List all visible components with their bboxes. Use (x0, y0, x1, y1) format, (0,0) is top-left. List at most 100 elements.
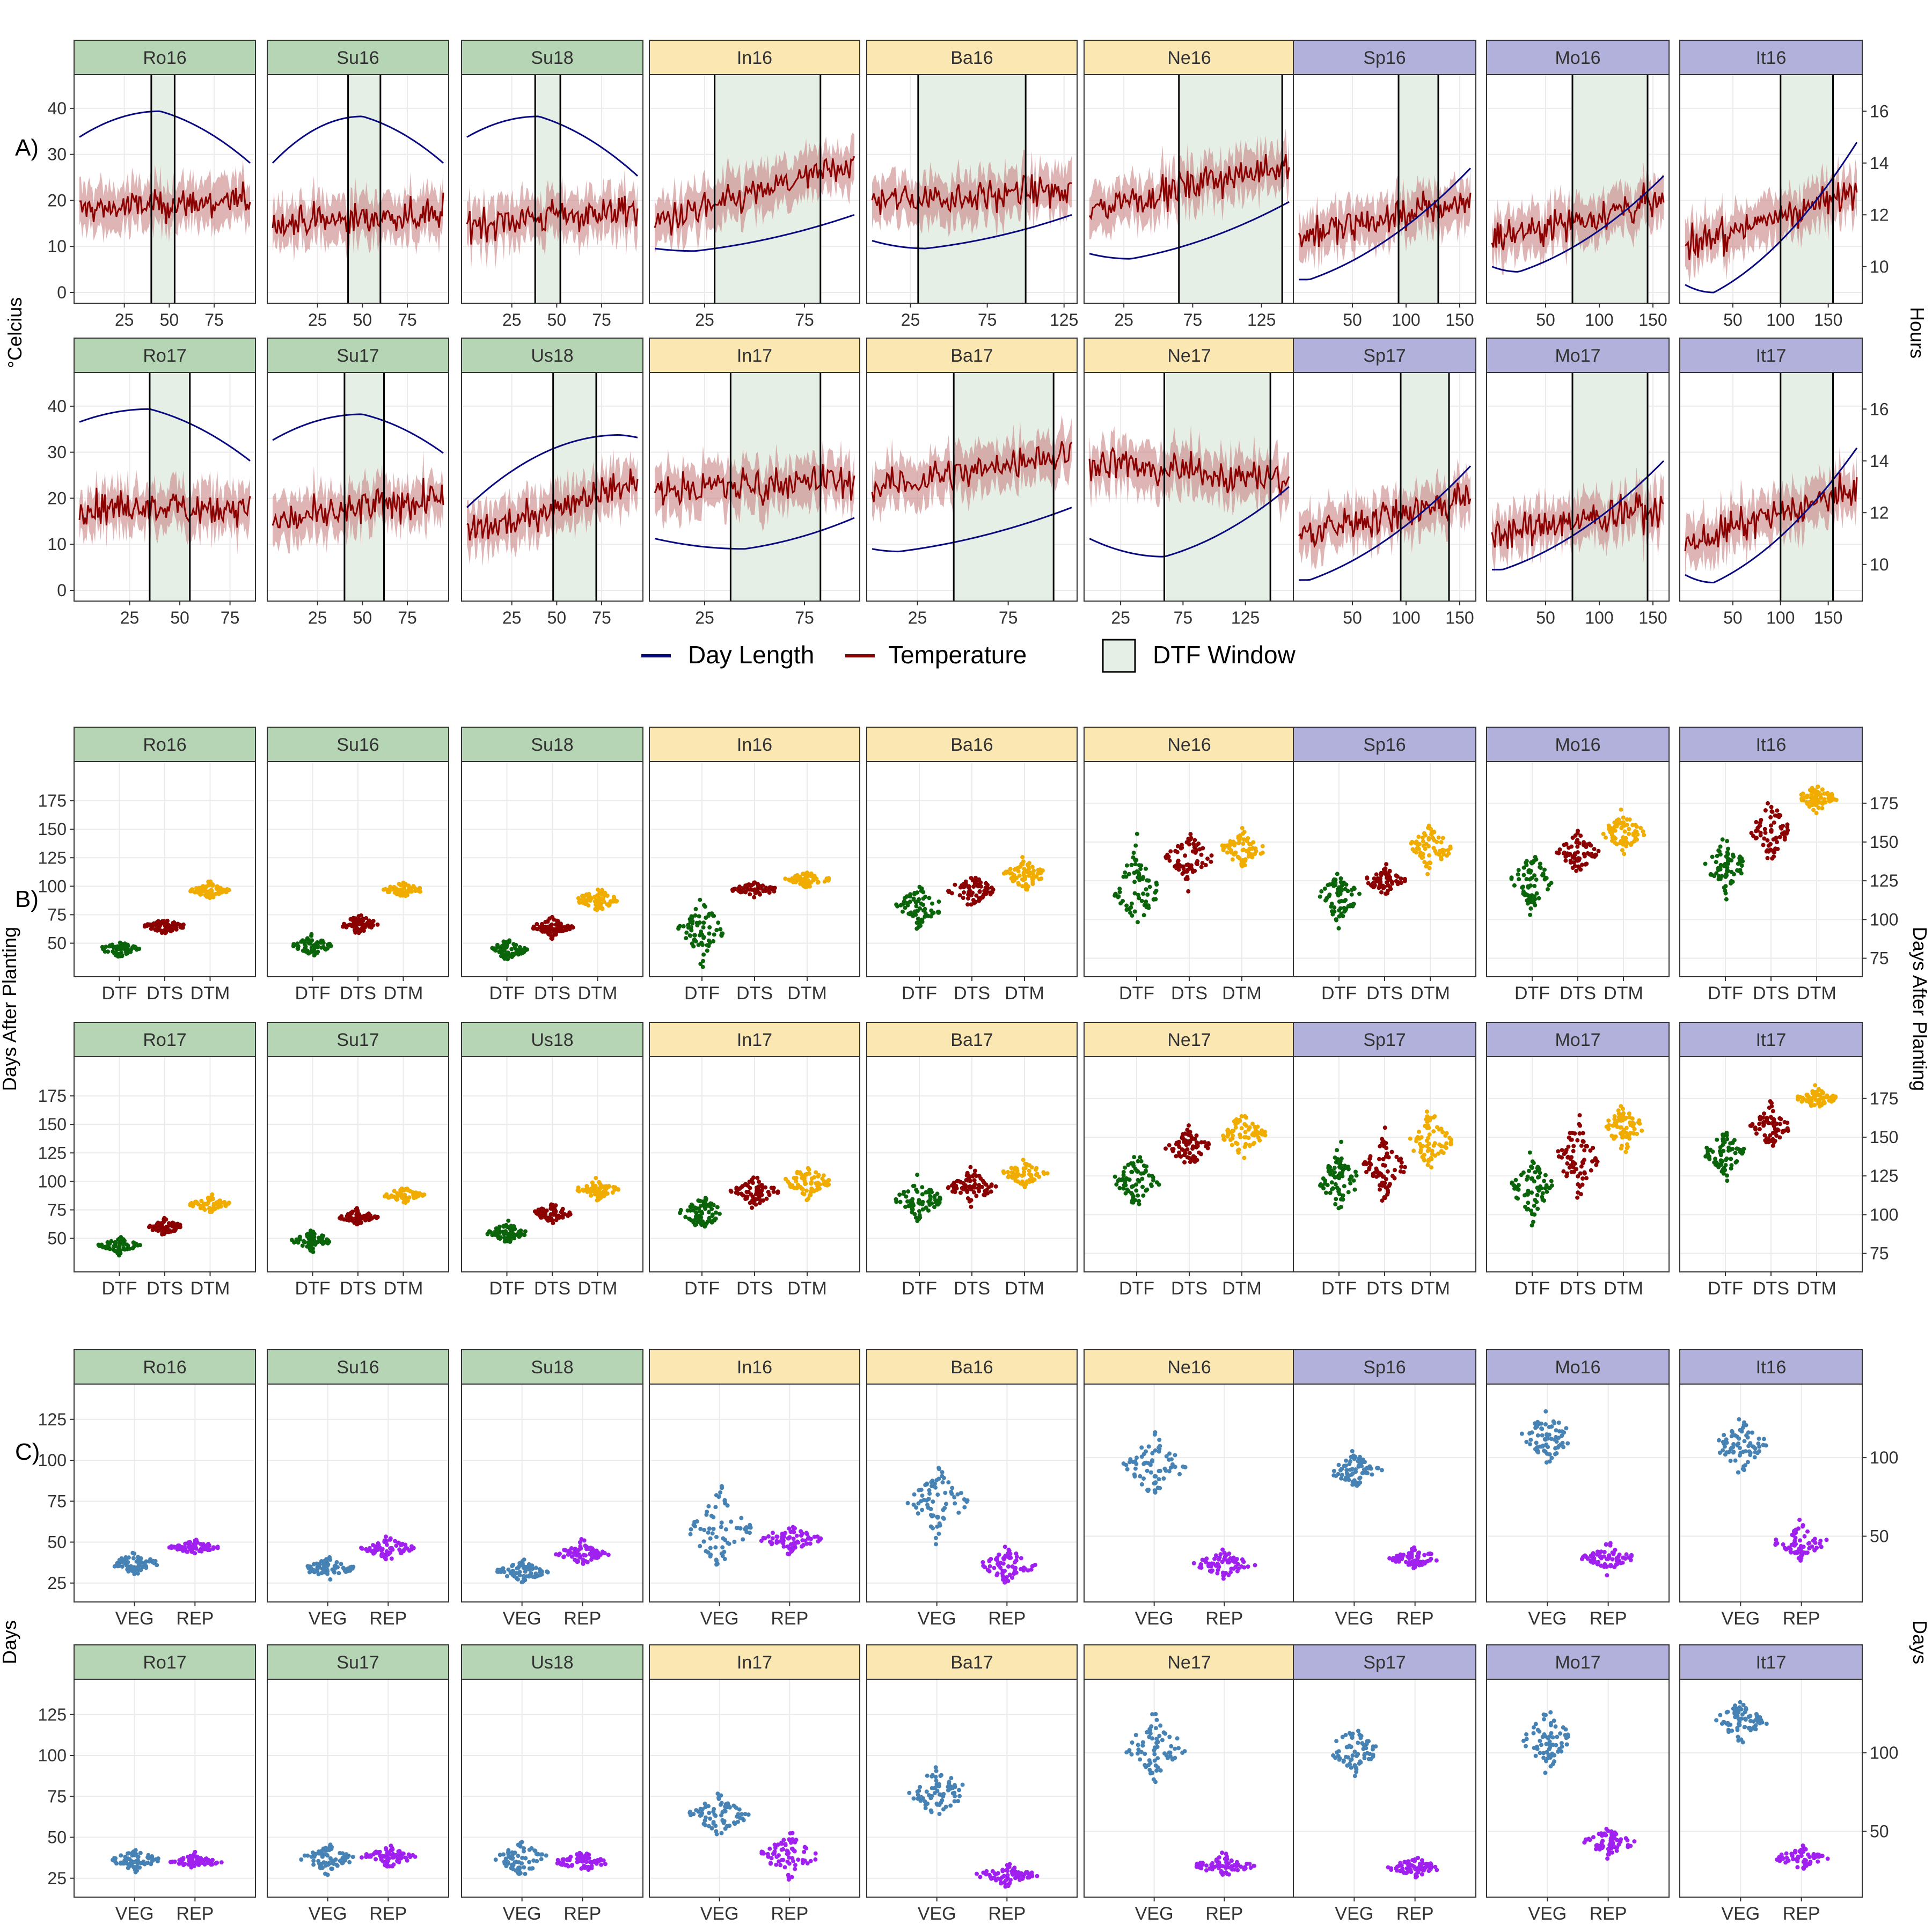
data-point (218, 886, 223, 891)
data-point (1532, 873, 1537, 878)
data-point (973, 1182, 977, 1187)
data-point (1571, 1144, 1576, 1148)
data-point (1393, 1168, 1397, 1173)
data-point (355, 1209, 360, 1214)
data-point (758, 884, 763, 889)
data-point (143, 1560, 148, 1564)
data-point (1200, 861, 1205, 866)
y-tick-right-label: 12 (1870, 205, 1889, 224)
data-point (1719, 1169, 1724, 1174)
data-point (1564, 854, 1569, 859)
data-point (1197, 1150, 1202, 1155)
data-point (700, 964, 705, 969)
y-tick-right-label: 10 (1870, 257, 1889, 276)
x-tick-label: 50 (1343, 608, 1362, 627)
data-point (594, 1176, 598, 1181)
data-point (1374, 872, 1379, 877)
facet-strip (1679, 40, 1863, 75)
data-point (1133, 843, 1138, 848)
temperature-line (79, 181, 251, 224)
data-point (587, 894, 592, 899)
data-point (1318, 894, 1322, 899)
data-point (1726, 1148, 1731, 1153)
data-point (1761, 1122, 1766, 1127)
data-point (210, 1206, 215, 1211)
data-point (962, 890, 966, 895)
data-point (821, 1173, 826, 1178)
data-point (1435, 1125, 1439, 1130)
data-point (1395, 882, 1400, 887)
data-point (1417, 841, 1422, 846)
data-point (707, 938, 711, 943)
data-point (130, 1567, 134, 1571)
data-point (1775, 840, 1779, 845)
data-point (1556, 851, 1561, 855)
data-point (1382, 884, 1387, 889)
data-point (1376, 1171, 1381, 1176)
data-point (1530, 1176, 1534, 1181)
data-point (1132, 909, 1137, 914)
data-point (1722, 863, 1727, 868)
data-point (121, 1242, 126, 1247)
data-point (803, 873, 808, 878)
data-point (564, 926, 568, 931)
data-point (1136, 1193, 1140, 1198)
data-point (1378, 880, 1383, 884)
data-point (1584, 1144, 1588, 1148)
data-point (1703, 1154, 1708, 1159)
x-tick-label: DTF (489, 1278, 524, 1299)
data-point (710, 1212, 715, 1217)
data-point (127, 1246, 132, 1251)
data-point (1825, 792, 1830, 796)
data-point (1621, 1111, 1626, 1116)
data-point (1542, 1179, 1547, 1183)
facet-label: In17 (737, 346, 772, 366)
data-point (207, 880, 212, 884)
data-point (917, 884, 922, 889)
data-point (897, 1192, 902, 1197)
data-point (1529, 1212, 1534, 1217)
y-tick-right-label: 150 (1870, 832, 1898, 852)
data-point (152, 1224, 157, 1229)
x-tick-label: 125 (1231, 608, 1260, 627)
data-point (965, 902, 970, 907)
data-point (814, 1170, 818, 1175)
data-point (1777, 835, 1782, 839)
data-point (1367, 1157, 1372, 1161)
data-point (1346, 1167, 1351, 1172)
x-tick-label: DTS (1560, 983, 1596, 1004)
data-point (803, 883, 808, 888)
data-point (1526, 1206, 1531, 1211)
data-point (698, 962, 703, 967)
data-point (1425, 1162, 1430, 1167)
data-point (1762, 1111, 1767, 1116)
x-tick-label: 150 (1638, 608, 1667, 627)
swarm-dtm (1799, 784, 1839, 815)
data-point (1527, 877, 1532, 882)
data-point (1428, 1118, 1432, 1123)
data-point (1637, 1118, 1642, 1123)
x-tick-label: 75 (592, 310, 611, 330)
temperature-line (466, 468, 639, 541)
x-tick-label: 25 (1111, 608, 1130, 627)
data-point (1027, 1168, 1031, 1173)
dtf-window (1572, 372, 1648, 601)
data-point (1575, 831, 1580, 836)
data-point (1416, 835, 1421, 839)
data-point (905, 894, 909, 899)
data-point (1025, 862, 1030, 867)
data-point (1768, 815, 1773, 819)
data-point (938, 1197, 942, 1202)
data-point (308, 1232, 313, 1236)
data-point (769, 1185, 774, 1190)
data-point (977, 898, 982, 903)
data-point (1433, 848, 1438, 853)
data-point (1228, 1130, 1233, 1135)
data-point (1619, 825, 1624, 830)
data-point (1426, 825, 1430, 830)
data-point (1225, 850, 1230, 855)
data-point (303, 1240, 308, 1245)
data-point (1446, 848, 1450, 853)
data-point (1577, 858, 1581, 862)
